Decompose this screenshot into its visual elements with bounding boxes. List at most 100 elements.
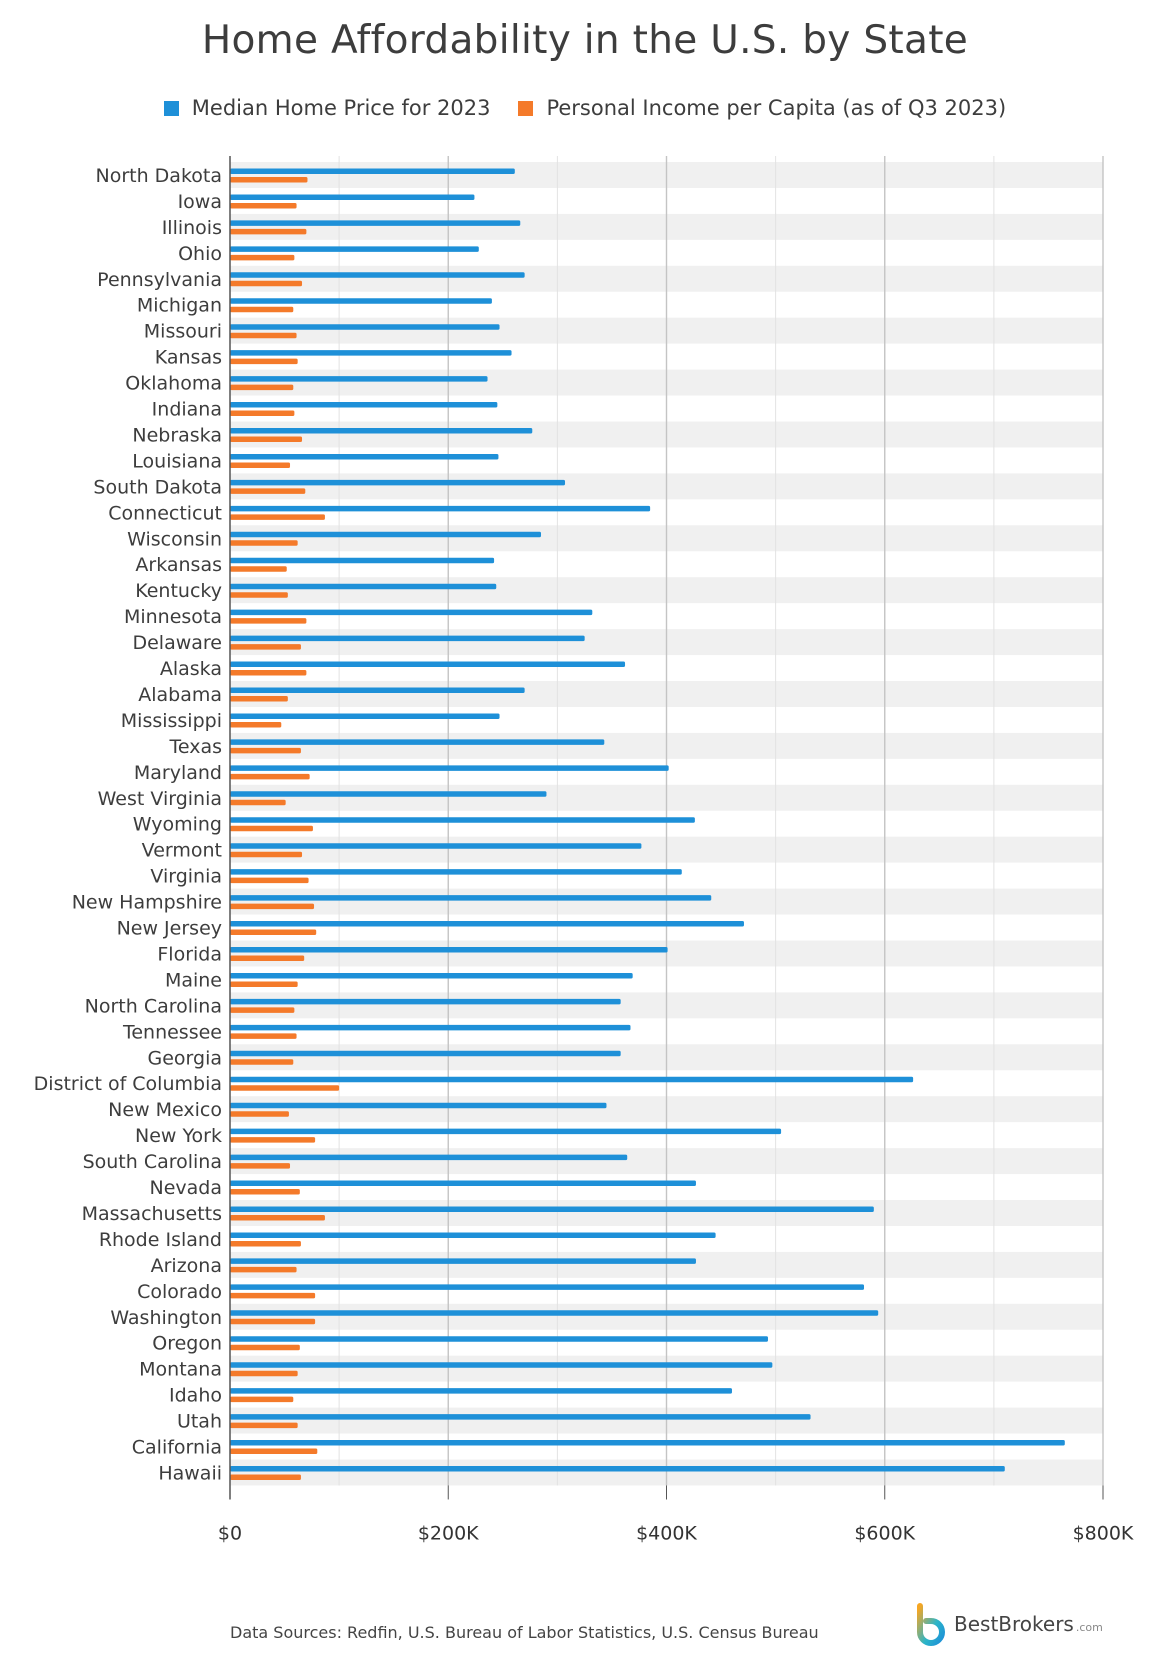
home-price-bar [230, 972, 633, 979]
income-bar [230, 462, 291, 468]
legend-swatch-income [518, 100, 534, 116]
income-bar [230, 825, 313, 832]
category-label: West Virginia [98, 788, 222, 810]
category-label: Washington [110, 1307, 222, 1329]
income-bar [230, 436, 303, 442]
category-label: Oregon [152, 1333, 222, 1355]
category-label: New Hampshire [72, 892, 222, 914]
x-tick-label: $600K [854, 1522, 915, 1544]
category-label: Utah [177, 1411, 222, 1433]
home-price-bar [230, 895, 712, 901]
income-bar [230, 1111, 289, 1117]
category-label: Maryland [134, 762, 222, 784]
category-label: South Carolina [83, 1151, 222, 1173]
category-label: Indiana [152, 399, 222, 421]
home-price-bar [230, 1258, 696, 1264]
home-price-bar [230, 687, 525, 693]
legend-swatch-home-price [163, 100, 179, 116]
category-label: Virginia [150, 866, 222, 888]
category-label: Nevada [150, 1177, 223, 1199]
home-price-bar [230, 1362, 773, 1368]
category-label: Delaware [132, 632, 222, 654]
home-price-bar [230, 220, 521, 226]
income-bar [230, 202, 297, 209]
category-label: Oklahoma [125, 373, 222, 395]
category-label: Wisconsin [127, 528, 222, 550]
category-label: Massachusetts [82, 1203, 222, 1225]
category-label: Ohio [178, 243, 222, 265]
income-bar [230, 851, 303, 858]
home-price-bar [230, 1128, 782, 1135]
income-bar [230, 1474, 301, 1480]
income-bar [230, 696, 288, 702]
home-price-bar [230, 1388, 732, 1394]
income-bar [230, 1396, 294, 1403]
income-bar [230, 721, 282, 728]
category-label: Kentucky [135, 580, 222, 602]
home-price-bar [230, 557, 495, 564]
home-price-bar [230, 402, 498, 408]
home-price-bar [230, 583, 497, 590]
home-price-bar [230, 1154, 628, 1161]
home-price-bar [230, 479, 566, 486]
x-tick-labels: $0 $200K $400K $600K $800K [218, 1522, 1134, 1544]
income-bar [230, 1137, 316, 1143]
category-label: Georgia [148, 1047, 223, 1069]
income-bar [230, 592, 288, 598]
x-tick-label: $0 [218, 1522, 242, 1544]
legend-item-home-price: Median Home Price for 2023 [163, 96, 490, 120]
category-label: Alabama [138, 684, 222, 706]
gridlines [229, 156, 1104, 1500]
home-price-bar [230, 168, 515, 174]
category-label: New Jersey [117, 918, 222, 940]
home-price-bar [230, 1024, 631, 1031]
income-bar [230, 540, 298, 546]
category-label: Connecticut [108, 502, 222, 524]
legend-label-income: Personal Income per Capita (as of Q3 202… [546, 96, 1007, 120]
income-bar [230, 1370, 298, 1377]
income-bar [230, 747, 301, 754]
home-price-bar [230, 1284, 865, 1290]
home-price-bar [230, 1076, 914, 1083]
home-price-bar [230, 194, 475, 200]
category-label: Louisiana [132, 450, 222, 472]
category-label: Arkansas [135, 554, 222, 576]
income-bar [230, 1007, 295, 1013]
income-bar [230, 177, 308, 183]
income-bar [230, 1448, 318, 1455]
home-price-bar [230, 1050, 621, 1057]
category-labels: North Dakota Iowa Illinois Ohio Pennsylvania… [34, 165, 223, 1484]
home-price-bar [230, 531, 542, 538]
category-label: Alaska [160, 658, 222, 680]
home-price-bar [230, 1440, 1065, 1446]
home-price-bar [230, 661, 626, 668]
legend: Median Home Price for 2023 Personal Inco… [0, 96, 1170, 120]
home-price-bar [230, 1206, 874, 1212]
category-label: Tennessee [122, 1021, 222, 1043]
home-price-bar [230, 1180, 696, 1187]
category-label: Minnesota [124, 606, 222, 628]
income-bar [230, 332, 297, 339]
bestbrokers-logo-icon [917, 1603, 945, 1646]
home-price-bar [230, 1310, 879, 1316]
income-bar [230, 1163, 291, 1169]
income-bar [230, 384, 294, 391]
category-label: South Dakota [93, 476, 222, 498]
legend-item-income: Personal Income per Capita (as of Q3 202… [518, 96, 1006, 120]
home-price-bar [230, 947, 668, 953]
brand-domain: .com [1075, 1621, 1103, 1634]
income-bar [230, 514, 325, 520]
income-bar [230, 799, 286, 806]
home-price-bar [230, 272, 525, 278]
category-label: Vermont [142, 840, 222, 862]
home-price-bar [230, 246, 479, 252]
brand-name: BestBrokers [954, 1612, 1074, 1636]
x-tick-label: $800K [1073, 1522, 1134, 1544]
income-bar [230, 254, 295, 261]
income-bar [230, 618, 307, 624]
income-bar [230, 1215, 325, 1221]
brand-logo[interactable]: BestBrokers .com [914, 1602, 1103, 1646]
income-bar [230, 228, 307, 235]
category-label: Wyoming [133, 814, 222, 836]
